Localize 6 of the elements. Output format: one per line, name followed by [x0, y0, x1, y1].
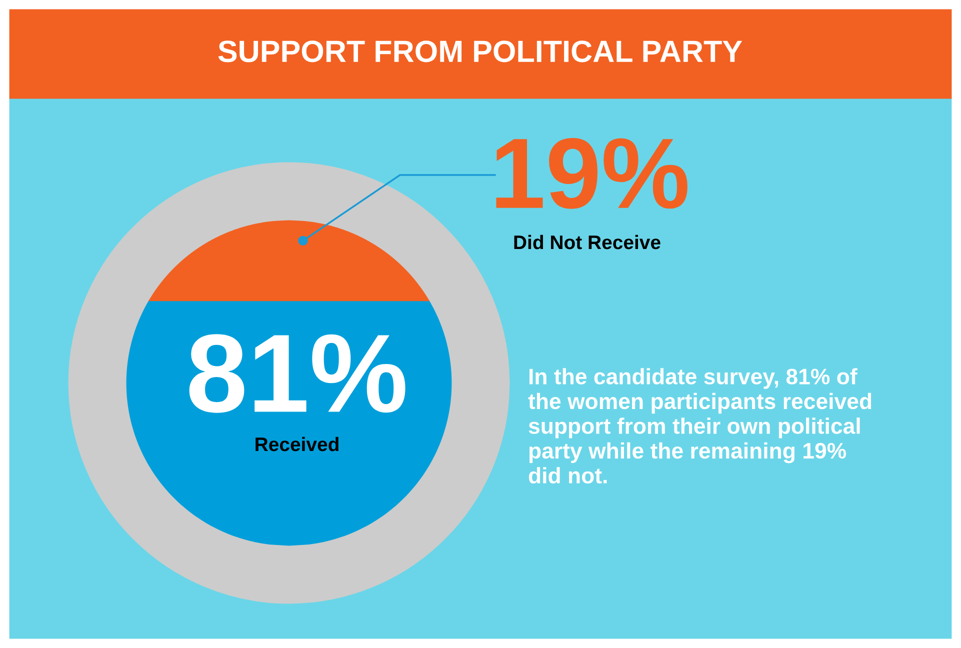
data-label: 81% [189, 334, 406, 413]
text: SUPPORT FROM POLITICAL PARTY [218, 40, 742, 62]
category-label: Did Not Receive [514, 234, 660, 250]
category-label: Received [256, 436, 338, 452]
data-label: 19% [496, 138, 688, 209]
text: In the candidate survey, 81% of the women participants received support from their own political party while the remaining 19% did not. [528, 368, 872, 484]
